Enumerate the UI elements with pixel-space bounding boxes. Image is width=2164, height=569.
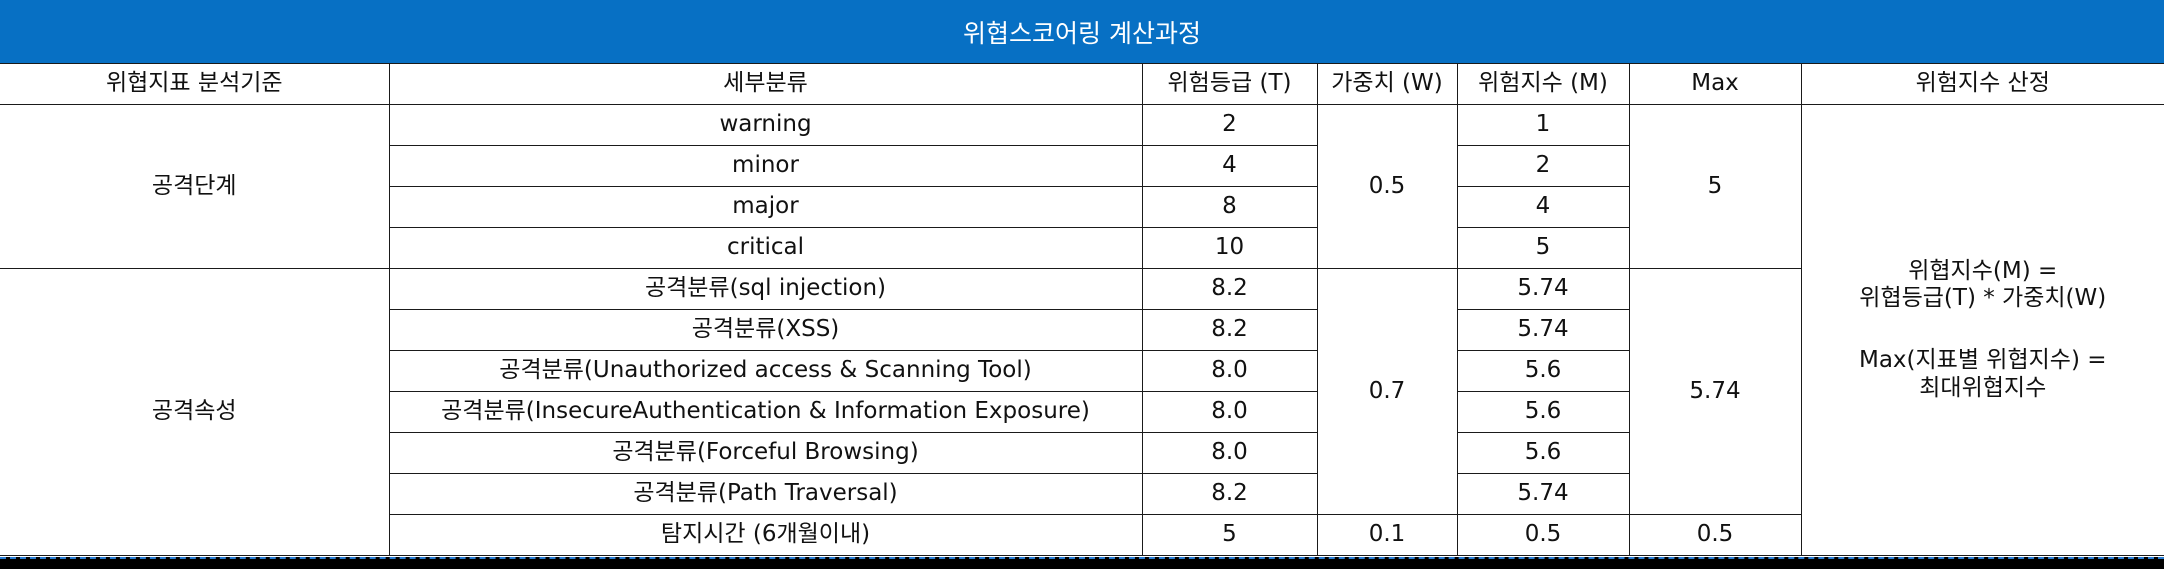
table-row: 공격분류(XSS) 8.2 5.74	[0, 309, 2164, 351]
max-cell: 5	[1628, 104, 1802, 269]
header-criteria: 위협지표 분석기준	[0, 63, 390, 105]
subcategory-cell: 탐지시간 (6개월이내)	[389, 514, 1143, 556]
max-cell: 0.5	[1628, 514, 1801, 556]
index-cell: 0.5	[1456, 514, 1630, 556]
index-cell: 5.74	[1456, 268, 1630, 310]
subcategory-cell: 공격분류(sql injection)	[388, 268, 1143, 310]
grade-cell: 10	[1141, 227, 1318, 269]
grade-cell: 8.0	[1141, 391, 1318, 433]
formula-line: 최대위협지수	[1919, 374, 2047, 401]
table-row: 공격분류(Forceful Browsing) 8.0 5.6	[0, 432, 2164, 474]
table-row: 탐지시간 (6개월이내) 5 0.1 0.5 0.5	[0, 514, 2164, 556]
grade-cell: 4	[1141, 145, 1318, 187]
category-cell: 공격단계	[0, 104, 390, 269]
formula-line: Max(지표별 위협지수) =	[1858, 347, 2107, 373]
formula-line: 위협등급(T) * 가중치(W)	[1859, 285, 2107, 312]
index-cell: 5.6	[1456, 391, 1629, 433]
bottom-divider	[0, 557, 2164, 569]
table-title: 위협스코어링 계산과정	[0, 0, 2164, 63]
weight-cell: 0.1	[1316, 514, 1458, 556]
index-cell: 5.74	[1456, 309, 1629, 351]
subcategory-cell: 공격분류(InsecureAuthentication & Informatio…	[389, 391, 1143, 433]
max-cell: 5.74	[1628, 268, 1801, 515]
table-row: minor 4 2	[0, 145, 2164, 187]
table-row: critical 10 5	[0, 227, 2164, 269]
category-cell: 공격속성	[0, 268, 390, 556]
index-cell: 5	[1456, 227, 1629, 269]
grade-cell: 2	[1141, 104, 1318, 146]
table-row: 공격분류(Unauthorized access & Scanning Tool…	[0, 350, 2164, 392]
subcategory-cell: 공격분류(XSS)	[389, 309, 1143, 351]
grade-cell: 5	[1141, 514, 1318, 556]
header-weight: 가중치 (W)	[1316, 63, 1458, 105]
grade-cell: 8.0	[1141, 432, 1318, 474]
header-max: Max	[1628, 63, 1802, 105]
index-cell: 4	[1456, 186, 1629, 228]
header-calculation: 위험지수 산정	[1800, 63, 2164, 105]
grade-cell: 8.2	[1141, 268, 1318, 310]
table-row: 공격분류(InsecureAuthentication & Informatio…	[0, 391, 2164, 433]
subcategory-cell: 공격분류(Unauthorized access & Scanning Tool…	[389, 350, 1143, 392]
subcategory-cell: 공격분류(Forceful Browsing)	[389, 432, 1143, 474]
weight-cell: 0.5	[1316, 104, 1458, 269]
threat-scoring-table: 위협지표 분석기준 세부분류 위험등급 (T) 가중치 (W) 위험지수 (M)…	[0, 63, 2164, 556]
grade-cell: 8	[1141, 186, 1318, 228]
weight-cell: 0.7	[1316, 268, 1458, 515]
subcategory-cell: 공격분류(Path Traversal)	[389, 473, 1143, 515]
index-cell: 1	[1456, 104, 1630, 146]
formula-cell: 위협지수(M) = 위협등급(T) * 가중치(W) Max(지표별 위협지수)…	[1800, 104, 2164, 556]
header-row: 위협지표 분석기준 세부분류 위험등급 (T) 가중치 (W) 위험지수 (M)…	[0, 63, 2164, 105]
table-row: 공격속성 공격분류(sql injection) 8.2 0.7 5.74 5.…	[0, 268, 2164, 556]
subcategory-cell: major	[389, 186, 1143, 228]
table-title-text: 위협스코어링 계산과정	[963, 18, 1201, 48]
index-cell: 5.6	[1456, 432, 1629, 474]
header-index: 위험지수 (M)	[1456, 63, 1630, 105]
subcategory-cell: warning	[388, 104, 1143, 146]
grade-cell: 8.0	[1141, 350, 1318, 392]
grade-cell: 8.2	[1141, 473, 1318, 515]
subcategory-cell: minor	[389, 145, 1143, 187]
index-cell: 5.74	[1456, 473, 1629, 515]
formula-line: 위협지수(M) =	[1908, 257, 2058, 284]
grade-cell: 8.2	[1141, 309, 1318, 351]
index-cell: 5.6	[1456, 350, 1629, 392]
table-row: 공격단계 warning 2 0.5 1 5 위협지수(M) = 위협등급(T)…	[0, 104, 2164, 556]
index-cell: 2	[1456, 145, 1629, 187]
table-row: major 8 4	[0, 186, 2164, 228]
subcategory-cell: critical	[389, 227, 1143, 269]
table-row: 공격분류(Path Traversal) 8.2 5.74	[0, 473, 2164, 515]
header-subcategory: 세부분류	[388, 63, 1143, 105]
header-grade: 위험등급 (T)	[1141, 63, 1318, 105]
